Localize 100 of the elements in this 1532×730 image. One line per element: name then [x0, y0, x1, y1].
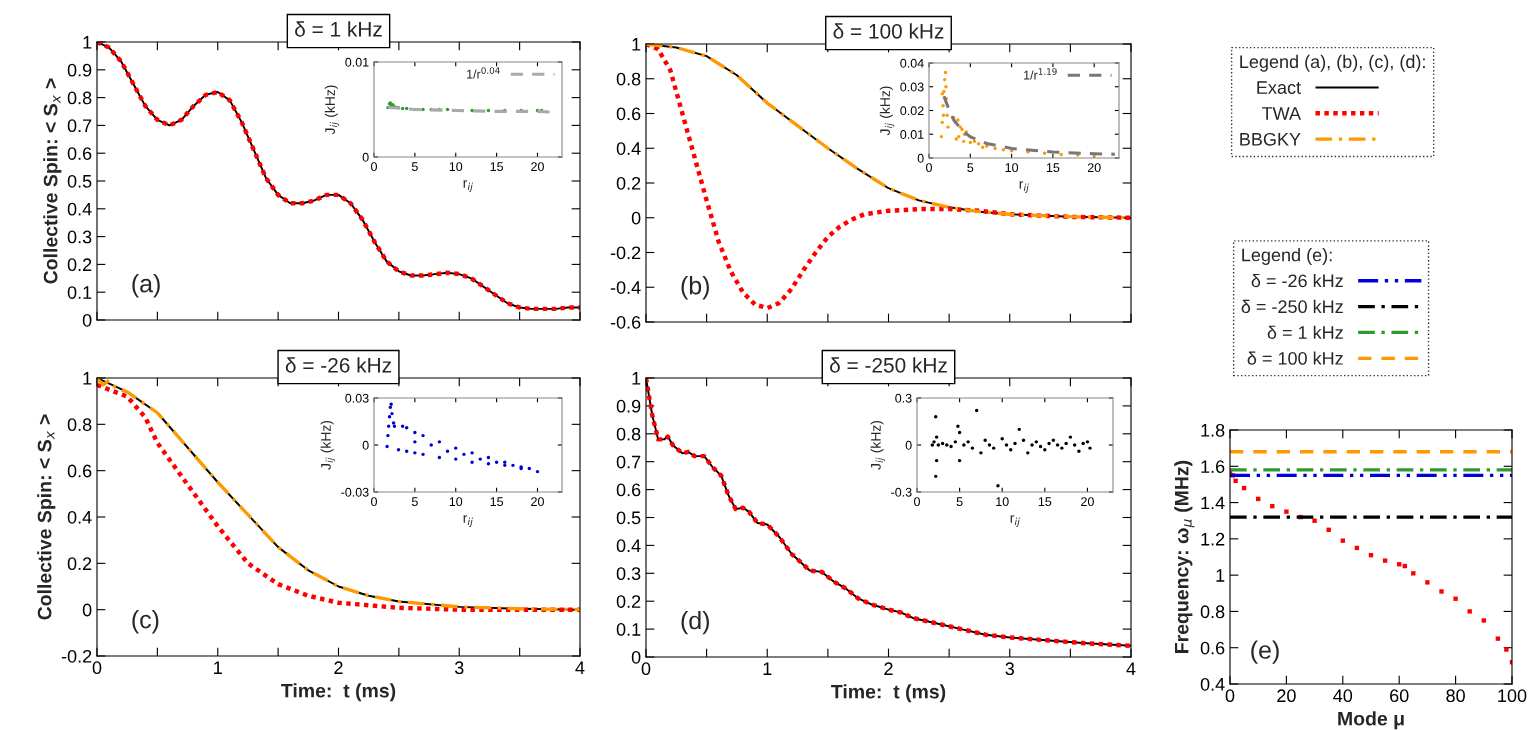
x-tick-label: 15	[490, 497, 504, 507]
y-tick-label: 1.8	[1201, 423, 1225, 437]
x-tick-label: 10	[1005, 163, 1019, 173]
y-tick-label: 0.2	[616, 595, 641, 608]
y-tick-label: 0.04	[900, 58, 924, 68]
y-tick-label: 0.8	[67, 418, 92, 432]
x-tick-label: 60	[1390, 689, 1409, 703]
x-tick-label: 0	[371, 162, 377, 172]
y-tick-label: 0.3	[67, 230, 92, 244]
y-tick-label: 0.6	[67, 464, 92, 478]
y-axis-title: J$_{ij}$ (kHz)	[324, 85, 340, 135]
y-tick-label: 0.03	[345, 393, 369, 403]
y-tick-label: 0.9	[67, 63, 92, 77]
y-tick-label: 0.3	[616, 567, 641, 581]
annotation: (e)	[1251, 640, 1279, 664]
y-tick-label: 0.4	[1200, 677, 1225, 691]
y-tick-label: 0.6	[616, 483, 641, 497]
x-tick-label: 20	[1277, 689, 1296, 703]
x-tick-label: 1	[214, 661, 222, 674]
y-axis-title: Collective Spin: < S$_{x}$ >	[37, 414, 56, 620]
y-tick-label: 0.4	[67, 202, 92, 216]
x-axis-title: r$_{ij}$	[463, 515, 473, 527]
y-tick-label: 0.8	[1200, 605, 1225, 619]
x-axis-title: r$_{ij}$	[1010, 515, 1020, 527]
y-tick-label: 0	[917, 153, 924, 163]
y-tick-label: 0.7	[67, 119, 92, 133]
y-tick-label: 0.01	[900, 130, 924, 139]
chart-title: δ = -26 kHz	[285, 357, 392, 373]
x-tick-label: 0	[371, 497, 377, 507]
x-tick-label: 20	[1087, 163, 1101, 173]
x-tick-label: 1	[763, 662, 772, 675]
chart-title: δ = 100 kHz	[833, 23, 944, 39]
y-tick-label: 0.5	[67, 174, 92, 188]
x-axis-title: r$_{ij}$	[1019, 181, 1029, 193]
y-tick-label: 1.4	[1201, 496, 1225, 510]
legend-label: δ = -26 kHz	[1251, 273, 1343, 288]
y-tick-label: 0.2	[67, 557, 92, 571]
y-tick-label: 0.3	[895, 393, 912, 403]
y-tick-label: 1	[1216, 569, 1225, 582]
y-axis-title: J$_{ij}$ (kHz)	[320, 420, 336, 470]
y-tick-label: 0.8	[616, 72, 641, 86]
x-tick-label: 5	[967, 163, 974, 173]
x-tick-label: 5	[956, 497, 963, 507]
y-axis-title: J$_{ij}$ (kHz)	[870, 420, 885, 470]
annotation: (b)	[681, 276, 709, 300]
x-tick-label: 0	[641, 662, 651, 676]
y-tick-label: 1	[83, 372, 92, 385]
y-tick-label: -0.4	[610, 281, 641, 294]
annotation: (d)	[681, 610, 709, 635]
x-tick-label: 4	[575, 661, 585, 674]
y-tick-label: 0.02	[900, 106, 924, 116]
y-tick-label: 1	[83, 36, 92, 49]
legend-label: δ = 1 kHz	[1267, 325, 1343, 339]
y-tick-label: 1	[632, 38, 641, 51]
x-tick-label: 0	[1225, 689, 1235, 703]
x-tick-label: 4	[1126, 662, 1136, 675]
y-tick-label: 0.2	[616, 176, 641, 190]
y-tick-label: -0.6	[610, 315, 641, 329]
x-tick-label: 80	[1446, 689, 1465, 703]
y-tick-label: 0.6	[616, 107, 641, 121]
x-tick-label: 20	[531, 497, 544, 507]
legend-label: δ = 100 kHz	[1247, 351, 1343, 365]
legend-label: Exact	[1257, 81, 1301, 94]
x-tick-label: 20	[1081, 497, 1094, 507]
x-tick-label: 10	[449, 162, 463, 172]
chart-title: δ = -250 kHz	[830, 357, 947, 373]
x-tick-label: 10	[996, 497, 1009, 507]
y-tick-label: -0.2	[610, 246, 641, 260]
legend-label: BBGKY	[1240, 132, 1301, 146]
annotation: (a)	[132, 274, 160, 298]
y-tick-label: 0.03	[900, 82, 924, 92]
y-tick-label: 0.1	[616, 623, 641, 636]
x-tick-label: 100	[1498, 689, 1527, 703]
x-tick-label: 15	[1038, 497, 1052, 507]
y-tick-label: 0	[362, 152, 369, 162]
y-tick-label: 1.2	[1201, 532, 1225, 546]
y-tick-label: 0	[631, 650, 641, 664]
y-tick-label: 0.8	[67, 91, 92, 105]
y-tick-label: 0.2	[67, 258, 92, 272]
legend-label: δ = -250 kHz	[1241, 299, 1343, 314]
y-axis-title: Collective Spin: < S$_{x}$ >	[43, 78, 62, 284]
y-axis-title: J$_{ij}$ (kHz)	[879, 86, 895, 136]
x-tick-label: 15	[1046, 163, 1060, 173]
x-axis-title: r$_{ij}$	[463, 180, 473, 192]
y-tick-label: 0.8	[616, 427, 641, 441]
chart-title: δ = 1 kHz	[295, 21, 382, 37]
x-tick-label: 15	[490, 162, 504, 172]
x-axis-title: Mode μ	[1338, 711, 1404, 730]
y-tick-label: 0	[905, 440, 912, 450]
y-tick-label: 0	[362, 440, 369, 450]
x-tick-label: 3	[454, 661, 464, 675]
y-tick-label: 0.9	[616, 399, 641, 413]
x-tick-label: 2	[884, 662, 893, 675]
y-tick-label: 0	[82, 603, 92, 617]
y-tick-label: 0.01	[345, 57, 369, 67]
x-tick-label: 5	[411, 162, 418, 172]
y-tick-label: 0.4	[616, 539, 641, 553]
y-tick-label: 1	[632, 372, 641, 385]
annotation: (c)	[132, 610, 159, 634]
x-tick-label: 3	[1005, 662, 1014, 676]
